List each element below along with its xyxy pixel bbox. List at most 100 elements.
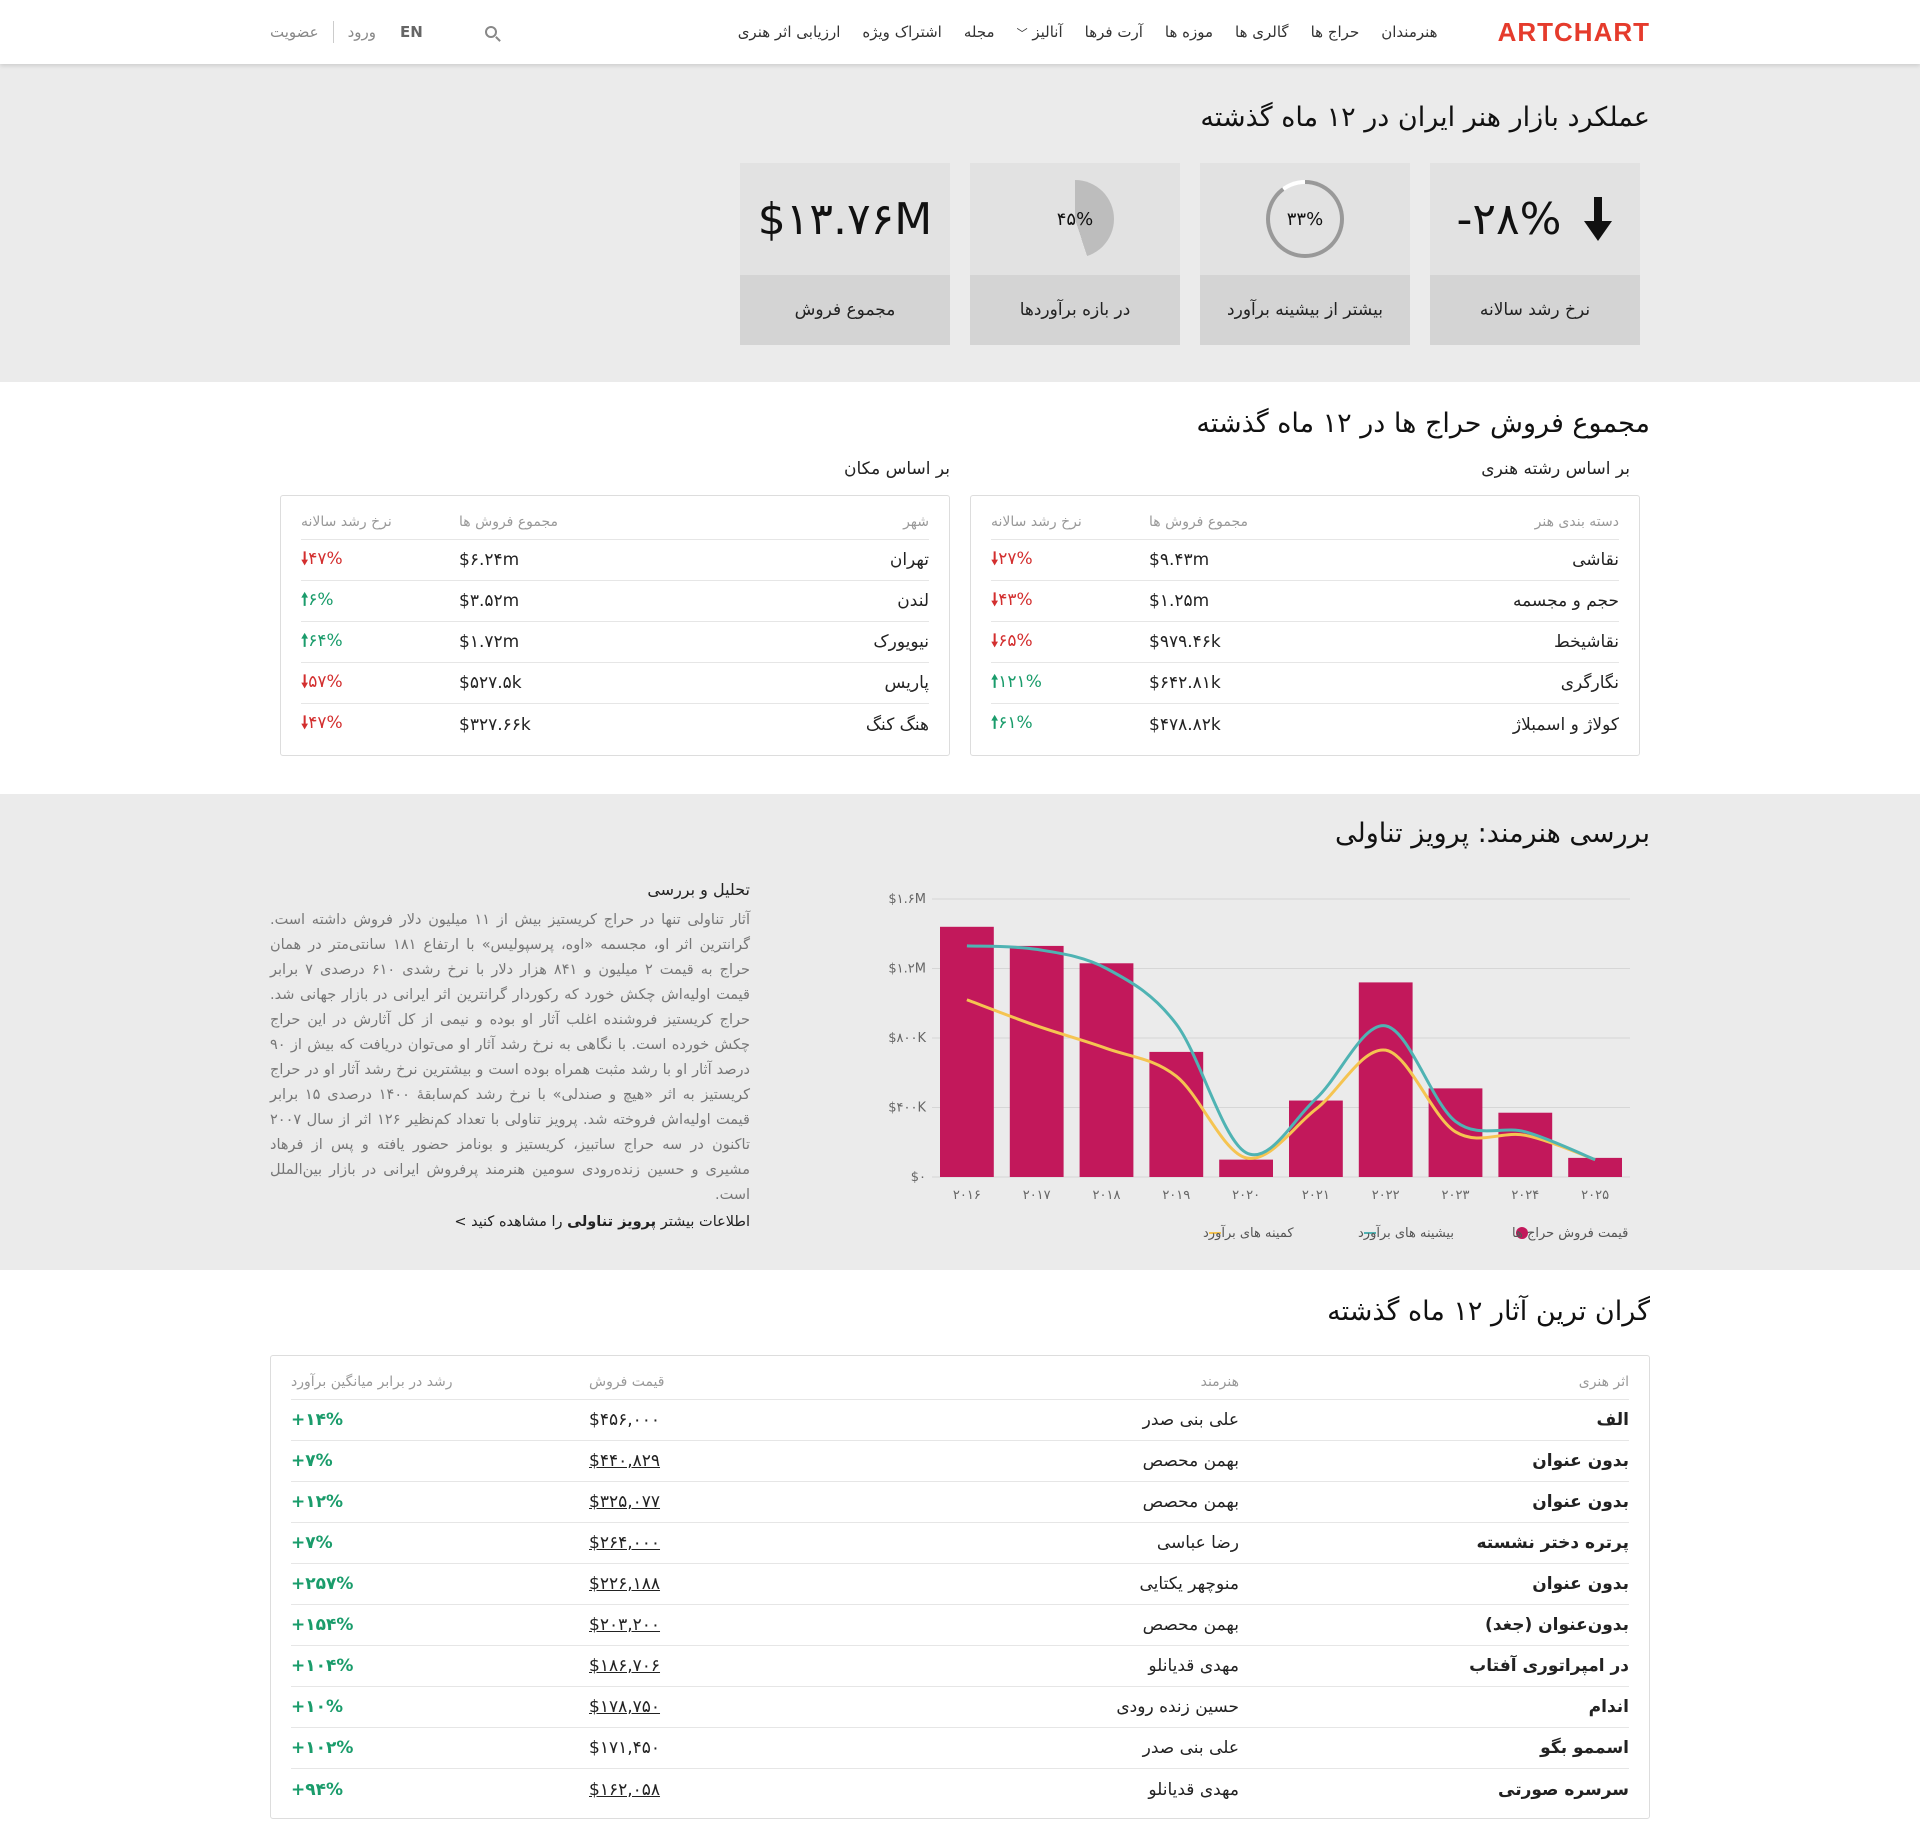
nav-analysis-label: آنالیز	[1032, 23, 1063, 41]
nav-art-fairs[interactable]: آرت فرها	[1084, 23, 1143, 41]
search-icon[interactable]	[484, 26, 497, 38]
table-row[interactable]: لندن $۳.۵۲m 🠕۶%	[301, 581, 929, 622]
login-link[interactable]: ورود	[347, 23, 377, 41]
work-title[interactable]: بدون عنوان	[1532, 1574, 1629, 1594]
row-total: $۱.۷۲m	[459, 632, 520, 652]
work-growth: +۲۵۷%	[291, 1574, 354, 1594]
row-growth: 🠕۱۲۱%	[991, 669, 1149, 698]
table-row[interactable]: حجم و مجسمه $۱.۲۵m 🠗۴۳%	[991, 581, 1619, 622]
nav-museums[interactable]: موزه ها	[1164, 23, 1214, 41]
row-name: پاریس	[884, 673, 929, 693]
min-estimate-line	[966, 998, 1596, 1162]
work-artist[interactable]: بهمن محصص	[1142, 1451, 1239, 1471]
bar	[1568, 1157, 1622, 1177]
work-title[interactable]: در امپراتوری آفتاب	[1469, 1656, 1629, 1676]
table-row[interactable]: هنگ کنگ $۳۲۷.۶۶k 🠗۴۷%	[301, 704, 929, 745]
row-growth: 🠕۶۱%	[991, 710, 1149, 739]
work-title[interactable]: بدون‌عنوان (جغد)	[1485, 1615, 1629, 1635]
above-estimate-ring: ۳۳%	[1266, 180, 1344, 258]
work-artist[interactable]: منوچهر یکتایی	[1139, 1574, 1239, 1594]
table-row[interactable]: بدون عنوان بهمن محصص $۳۲۵,۰۷۷ +۱۲%	[291, 1482, 1629, 1523]
work-price[interactable]: $۱۷۸,۷۵۰	[589, 1697, 661, 1717]
table-row[interactable]: نقاشیخط $۹۷۹.۴۶k 🠗۶۵%	[991, 622, 1619, 663]
row-growth-value: ۶%	[308, 589, 334, 610]
table-row[interactable]: پاریس $۵۲۷.۵k 🠗۵۷%	[301, 663, 929, 704]
table-row[interactable]: نقاشی $۹.۴۳m 🠗۲۷%	[991, 540, 1619, 581]
kpi-within-estimate: ۴۵% در بازه برآوردها	[970, 163, 1180, 345]
more-info-link[interactable]: اطلاعات بیشتر پرویز تناولی را مشاهده کنی…	[270, 1210, 750, 1235]
x-tick-label: ۲۰۲۳	[1442, 1188, 1470, 1203]
nav-subscription[interactable]: اشتراک ویژه	[862, 23, 942, 41]
x-tick-label: ۲۰۱۶	[953, 1188, 981, 1203]
work-price[interactable]: $۲۰۳,۲۰۰	[589, 1615, 661, 1635]
work-artist[interactable]: مهدی قدیانلو	[1148, 1779, 1239, 1800]
row-growth-value: ۵۷%	[308, 671, 343, 692]
work-price: $۱۷۱,۴۵۰	[589, 1738, 661, 1758]
work-price[interactable]: $۱۸۶,۷۰۶	[589, 1656, 661, 1676]
work-artist[interactable]: بهمن محصص	[1142, 1492, 1239, 1512]
row-name: تهران	[889, 550, 929, 570]
work-title[interactable]: الف	[1596, 1410, 1629, 1430]
nav-magazine[interactable]: مجله	[963, 23, 995, 41]
work-artist[interactable]: علی بنی صدر	[1142, 1738, 1239, 1758]
work-title[interactable]: بدون عنوان	[1532, 1492, 1629, 1512]
analysis-title: تحلیل و بررسی	[647, 880, 750, 899]
nav-galleries[interactable]: گالری ها	[1235, 23, 1289, 41]
nav-appraisal[interactable]: ارزیابی اثر هنری	[737, 23, 841, 41]
signup-link[interactable]: عضویت	[270, 23, 319, 41]
kpi-above-estimate: ۳۳% بیشتر از بیشینه برآورد	[1200, 163, 1410, 345]
work-growth: +۹۴%	[291, 1779, 344, 1800]
table-row[interactable]: کولاژ و اسمبلاژ $۴۷۸.۸۲k 🠕۶۱%	[991, 704, 1619, 745]
divider	[332, 21, 334, 43]
top-works-table: اثر هنری هنرمند قیمت فروش رشد در برابر م…	[270, 1355, 1650, 1819]
work-title[interactable]: پرتره دختر نشسته	[1476, 1533, 1629, 1553]
table-header: دسته بندی هنر مجموع فروش ها نرخ رشد سالا…	[991, 504, 1619, 540]
work-price[interactable]: $۳۲۵,۰۷۷	[589, 1492, 661, 1512]
work-artist[interactable]: حسین زنده رودی	[1116, 1697, 1239, 1717]
row-growth-value: ۲۷%	[998, 548, 1033, 569]
work-price[interactable]: $۱۶۲,۰۵۸	[589, 1779, 661, 1800]
chart-svg: $۰ $۴۰۰K $۸۰۰K $۱.۲M $۱.۶M ۲۰۱۶ ۲۰۱۷ ۲۰۱۸ ۲۰۱۹ ۲۰…	[888, 892, 1630, 1241]
main-nav: هنرمندان حراج ها گالری ها موزه ها آرت فر…	[738, 23, 1438, 41]
header-total: مجموع فروش ها	[459, 513, 559, 530]
table-row[interactable]: تهران $۶.۲۴m 🠗۴۷%	[301, 540, 929, 581]
work-price[interactable]: $۲۶۴,۰۰۰	[589, 1533, 661, 1553]
work-price[interactable]: $۴۴۰,۸۲۹	[589, 1451, 661, 1471]
table-row[interactable]: سرسره صورتی مهدی قدیانلو $۱۶۲,۰۵۸ +۹۴%	[291, 1769, 1629, 1810]
work-artist[interactable]: مهدی قدیانلو	[1148, 1656, 1239, 1676]
nav-auctions[interactable]: حراج ها	[1310, 23, 1360, 41]
table-row[interactable]: اندام حسین زنده رودی $۱۷۸,۷۵۰ +۱۰%	[291, 1687, 1629, 1728]
table-row[interactable]: نیویورک $۱.۷۲m 🠕۶۴%	[301, 622, 929, 663]
table-row[interactable]: بدون عنوان بهمن محصص $۴۴۰,۸۲۹ +۷%	[291, 1441, 1629, 1482]
table-row[interactable]: در امپراتوری آفتاب مهدی قدیانلو $۱۸۶,۷۰۶ +۱…	[291, 1646, 1629, 1687]
category-table: دسته بندی هنر مجموع فروش ها نرخ رشد سالا…	[970, 495, 1640, 756]
market-overview: عملکرد بازار هنر ایران در ۱۲ ماه گذشته -…	[0, 64, 1920, 382]
artist-sales-chart: $۰ $۴۰۰K $۸۰۰K $۱.۲M $۱.۶M ۲۰۱۶ ۲۰۱۷ ۲۰۱۸ ۲۰۱۹ ۲۰…	[870, 877, 1650, 1247]
work-title[interactable]: سرسره صورتی	[1498, 1779, 1629, 1800]
table-row[interactable]: بدون عنوان منوچهر یکتایی $۲۲۶,۱۸۸ +۲۵۷%	[291, 1564, 1629, 1605]
row-growth-value: ۶۱%	[998, 713, 1033, 733]
work-growth: +۱۰%	[291, 1697, 344, 1717]
row-growth: 🠕۶۴%	[301, 628, 459, 657]
row-growth: 🠗۴۷%	[301, 710, 459, 739]
work-title[interactable]: اسممو بگو	[1540, 1738, 1629, 1758]
work-growth: +۱۴%	[291, 1410, 344, 1430]
work-title[interactable]: بدون عنوان	[1532, 1451, 1629, 1471]
table-row[interactable]: اسممو بگو علی بنی صدر $۱۷۱,۴۵۰ +۱۰۲%	[291, 1728, 1629, 1769]
table-row[interactable]: الف علی بنی صدر $۴۵۶,۰۰۰ +۱۴%	[291, 1400, 1629, 1441]
table-row[interactable]: پرتره دختر نشسته رضا عباسی $۲۶۴,۰۰۰ +۷%	[291, 1523, 1629, 1564]
nav-artists[interactable]: هنرمندان	[1381, 23, 1438, 41]
logo[interactable]: ARTCHART	[1497, 16, 1650, 47]
x-tick-label: ۲۰۱۹	[1162, 1188, 1190, 1203]
work-artist[interactable]: بهمن محصص	[1142, 1615, 1239, 1635]
work-artist[interactable]: رضا عباسی	[1156, 1533, 1239, 1553]
work-artist[interactable]: علی بنی صدر	[1142, 1410, 1239, 1430]
language-toggle[interactable]: EN	[400, 23, 423, 41]
table-row[interactable]: نگارگری $۶۴۲.۸۱k 🠕۱۲۱%	[991, 663, 1619, 704]
work-price[interactable]: $۲۲۶,۱۸۸	[589, 1574, 661, 1594]
table-row[interactable]: بدون‌عنوان (جغد) بهمن محصص $۲۰۳,۲۰۰ +۱۵۴%	[291, 1605, 1629, 1646]
top-header: ARTCHART هنرمندان حراج ها گالری ها موزه …	[0, 0, 1920, 64]
row-growth-value: ۴۳%	[998, 589, 1033, 610]
work-title[interactable]: اندام	[1588, 1697, 1629, 1717]
nav-analysis[interactable]: آنالیز ﹀	[1017, 23, 1063, 41]
